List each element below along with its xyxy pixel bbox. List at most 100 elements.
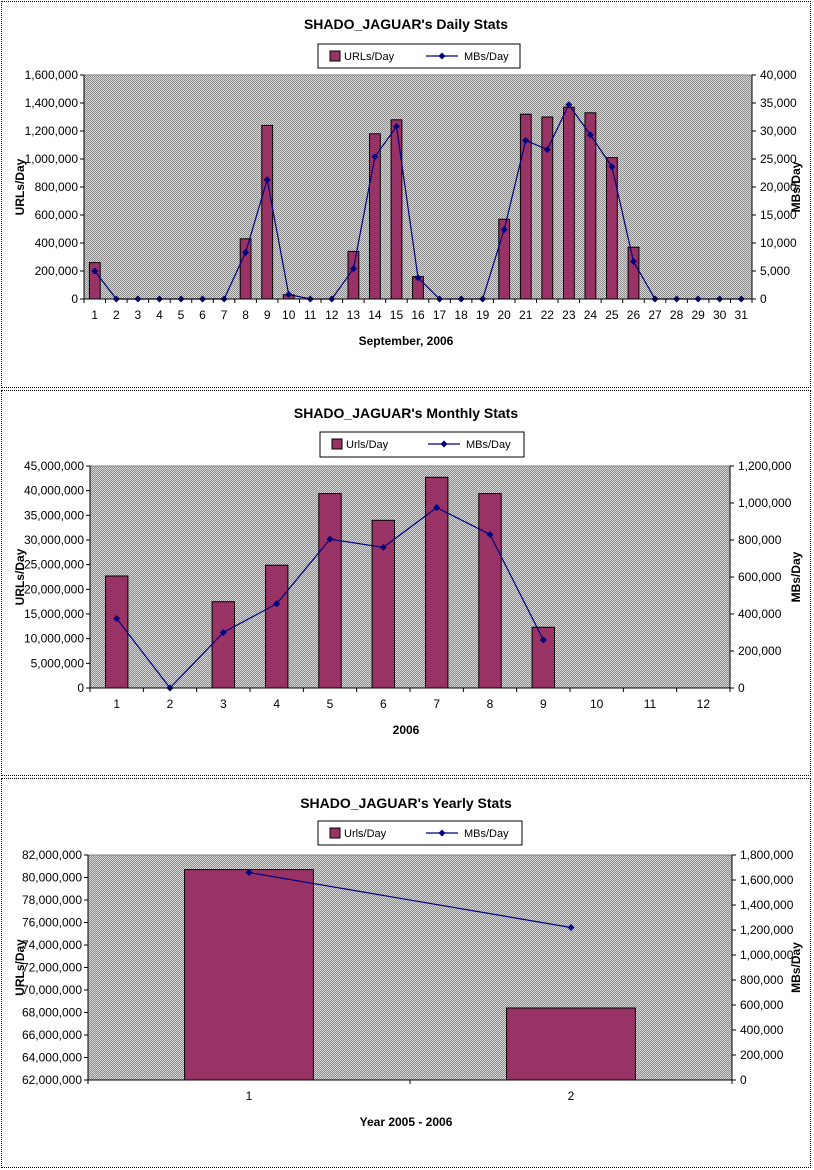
bar — [347, 250, 360, 300]
y2-axis-label: MBs/Day — [789, 942, 803, 993]
x-tick-label: 29 — [691, 308, 705, 322]
x-tick-label: 13 — [347, 308, 361, 322]
bar — [563, 106, 575, 300]
legend-bar-label: URLs/Day — [344, 51, 395, 63]
x-ticks: 1 2 3 4 5 6 7 8 9 10 11 12 — [89, 688, 731, 711]
y-tick-label: 0 — [71, 292, 78, 306]
y-tick-label: 72,000,000 — [22, 961, 82, 975]
x-tick-label: 26 — [627, 308, 641, 322]
monthly-stats-panel: SHADO_JAGUAR's Monthly Stats Urls/Day MBs/… — [1, 390, 811, 776]
y2-axis-label: MBs/Day — [789, 161, 803, 212]
x-axis-label: September, 2006 — [359, 334, 454, 348]
x-ticks: 1 2 3 4 5 6 7 8 9 10 11 12 13 14 15 16 17 18 19 20 21 22 23 24 2… — [83, 299, 753, 322]
x-tick-label: 18 — [454, 308, 468, 322]
y2-tick-label: 0 — [738, 681, 745, 695]
x-tick-label: 7 — [433, 697, 440, 711]
y2-tick-label: 400,000 — [738, 607, 782, 621]
x-tick-label: 5 — [178, 308, 185, 322]
legend-bar-swatch — [329, 827, 341, 839]
y2-tick-label: 1,200,000 — [740, 923, 794, 937]
bar — [265, 564, 289, 689]
y2-axis-label: MBs/Day — [789, 551, 803, 602]
legend-line-marker — [440, 440, 448, 448]
yearly-stats-chart: SHADO_JAGUAR's Yearly Stats Urls/Day MBs/D… — [13, 795, 803, 1129]
x-tick-label: 1 — [91, 308, 98, 322]
y-tick-label: 45,000,000 — [24, 459, 84, 473]
line-point — [263, 176, 271, 184]
x-tick-label: 8 — [487, 697, 494, 711]
line-point — [326, 535, 334, 543]
line-point — [273, 600, 281, 608]
line-point — [433, 504, 441, 512]
bar — [211, 601, 236, 689]
x-tick-label: 9 — [540, 697, 547, 711]
bar — [318, 493, 342, 689]
line-point — [586, 131, 594, 139]
y2-tick-label: 35,000 — [760, 96, 797, 110]
y-tick-label: 62,000,000 — [22, 1073, 82, 1087]
x-tick-label: 28 — [670, 308, 684, 322]
y-ticks-left: 0 200,000 400,000 600,000 800,000 1,000,000 1,… — [25, 68, 84, 306]
legend-bar-swatch — [329, 50, 341, 62]
y2-tick-label: 800,000 — [740, 973, 784, 987]
y-tick-label: 74,000,000 — [22, 938, 82, 952]
y2-tick-label: 5,000 — [760, 264, 790, 278]
y-tick-label: 5,000,000 — [31, 656, 85, 670]
legend-line-label: MBs/Day — [464, 828, 509, 840]
line-point — [486, 531, 494, 538]
x-tick-label: 3 — [220, 697, 227, 711]
y2-tick-label: 1,400,000 — [740, 898, 794, 912]
x-tick-label: 6 — [380, 697, 387, 711]
line-markers — [245, 869, 575, 931]
bar-series — [105, 476, 555, 689]
y-tick-label: 1,200,000 — [25, 124, 79, 138]
line-point — [500, 226, 508, 234]
x-tick-label: 23 — [562, 308, 576, 322]
y-axis-label: URLs/Day — [13, 548, 27, 605]
y2-tick-label: 1,000,000 — [740, 948, 794, 962]
line-point — [414, 274, 422, 282]
y-tick-label: 1,400,000 — [25, 96, 79, 110]
y-ticks-right: 0 5,000 10,000 15,000 20,000 25,000 30,000 35,0… — [752, 68, 797, 306]
y2-tick-label: 1,600,000 — [740, 873, 794, 887]
x-tick-label: 25 — [605, 308, 619, 322]
x-tick-label: 4 — [273, 697, 280, 711]
chart-title: SHADO_JAGUAR's Monthly Stats — [294, 405, 518, 421]
y-tick-label: 35,000,000 — [24, 508, 84, 522]
y-tick-label: 80,000,000 — [22, 871, 82, 885]
x-tick-label: 19 — [476, 308, 490, 322]
chart-title: SHADO_JAGUAR's Yearly Stats — [300, 795, 512, 811]
x-tick-label: 27 — [648, 308, 662, 322]
line-point — [245, 869, 253, 876]
x-tick-label: 5 — [327, 697, 334, 711]
y2-tick-label: 25,000 — [760, 152, 797, 166]
x-tick-label: 9 — [264, 308, 271, 322]
y-tick-label: 70,000,000 — [22, 983, 82, 997]
legend-line-marker — [438, 52, 446, 60]
legend-bar-label: Urls/Day — [344, 828, 387, 840]
bar — [105, 575, 129, 689]
line-markers — [91, 101, 745, 303]
legend-bar-label: Urls/Day — [346, 439, 389, 451]
bar — [390, 119, 403, 300]
y-ticks-right: 0 200,000 400,000 600,000 800,000 1,000,000 1,… — [732, 848, 794, 1087]
x-tick-label: 30 — [713, 308, 727, 322]
legend: Urls/Day MBs/Day — [319, 431, 525, 458]
y-tick-label: 78,000,000 — [22, 893, 82, 907]
y-tick-label: 1,600,000 — [25, 68, 79, 82]
x-tick-label: 3 — [135, 308, 142, 322]
line-point — [349, 265, 357, 273]
y-ticks-left: 62,000,000 64,000,000 66,000,000 68,000,000… — [22, 848, 88, 1087]
line-point — [379, 543, 387, 551]
y-tick-label: 800,000 — [35, 180, 79, 194]
y2-tick-label: 0 — [760, 292, 767, 306]
bar — [627, 246, 640, 300]
x-tick-label: 16 — [411, 308, 425, 322]
y-tick-label: 66,000,000 — [22, 1028, 82, 1042]
line-point — [539, 636, 547, 644]
y2-tick-label: 200,000 — [738, 644, 782, 658]
legend-line-label: MBs/Day — [464, 51, 509, 63]
y2-tick-label: 200,000 — [740, 1048, 784, 1062]
x-tick-label: 10 — [590, 697, 604, 711]
x-tick-label: 15 — [390, 308, 404, 322]
